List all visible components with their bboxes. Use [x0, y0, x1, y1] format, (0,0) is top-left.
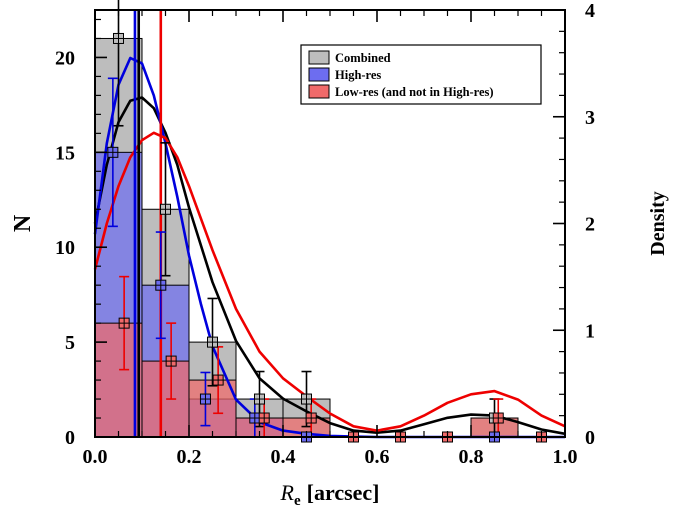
legend-label-1: High-res [335, 68, 381, 82]
legend-swatch-2 [308, 84, 330, 99]
x-axis-title-subscript: e [294, 493, 301, 509]
y-right-tick-label-2: 2 [585, 214, 595, 236]
density-curve-series2 [93, 131, 566, 432]
legend-label-2: Low-res (and not in High-res) [335, 85, 494, 99]
x-tick-label-4: 0.8 [459, 446, 484, 468]
y-tick-label-2: 10 [55, 237, 75, 259]
median-lines [133, 10, 163, 437]
x-tick-label-0: 0.0 [83, 446, 108, 468]
y-tick-label-1: 5 [65, 332, 75, 354]
x-tick-label-3: 0.6 [365, 446, 390, 468]
x-tick-label-5: 1.0 [553, 446, 578, 468]
y-right-tick-label-1: 1 [585, 320, 595, 342]
y-right-tick-label-4: 4 [585, 0, 595, 22]
bar-series2-bin1 [141, 360, 190, 438]
axis-ticks [94, 9, 566, 438]
axis-tick-labels: 0.0 0.2 0.4 0.6 0.8 1.0 0 5 10 15 20 0 1 2 3 4 [55, 0, 595, 468]
bar-series2-bin2 [188, 379, 237, 438]
y-axis-title: N [10, 214, 36, 232]
legend-swatch-0 [308, 50, 330, 65]
histogram-bars [94, 37, 519, 438]
legend-label-0: Combined [335, 51, 391, 65]
x-axis-title-symbol: R [280, 480, 295, 505]
legend-swatch-1 [308, 67, 330, 82]
y-right-tick-label-3: 3 [585, 107, 595, 129]
legend: Combined High-res Low-res (and not in High… [300, 44, 542, 105]
y-right-axis-title: Density [647, 191, 669, 255]
x-tick-label-1: 0.2 [177, 446, 202, 468]
x-axis-title: Re [arcsec] [280, 480, 380, 509]
y-right-tick-label-0: 0 [585, 427, 595, 449]
x-axis-title-unit: [arcsec] [307, 480, 380, 505]
legend-box [300, 44, 542, 105]
x-tick-label-2: 0.4 [271, 446, 296, 468]
density-curve-series0 [93, 96, 566, 436]
y-tick-label-3: 15 [55, 142, 75, 164]
y-tick-label-0: 0 [65, 427, 75, 449]
y-tick-label-4: 20 [55, 47, 75, 69]
